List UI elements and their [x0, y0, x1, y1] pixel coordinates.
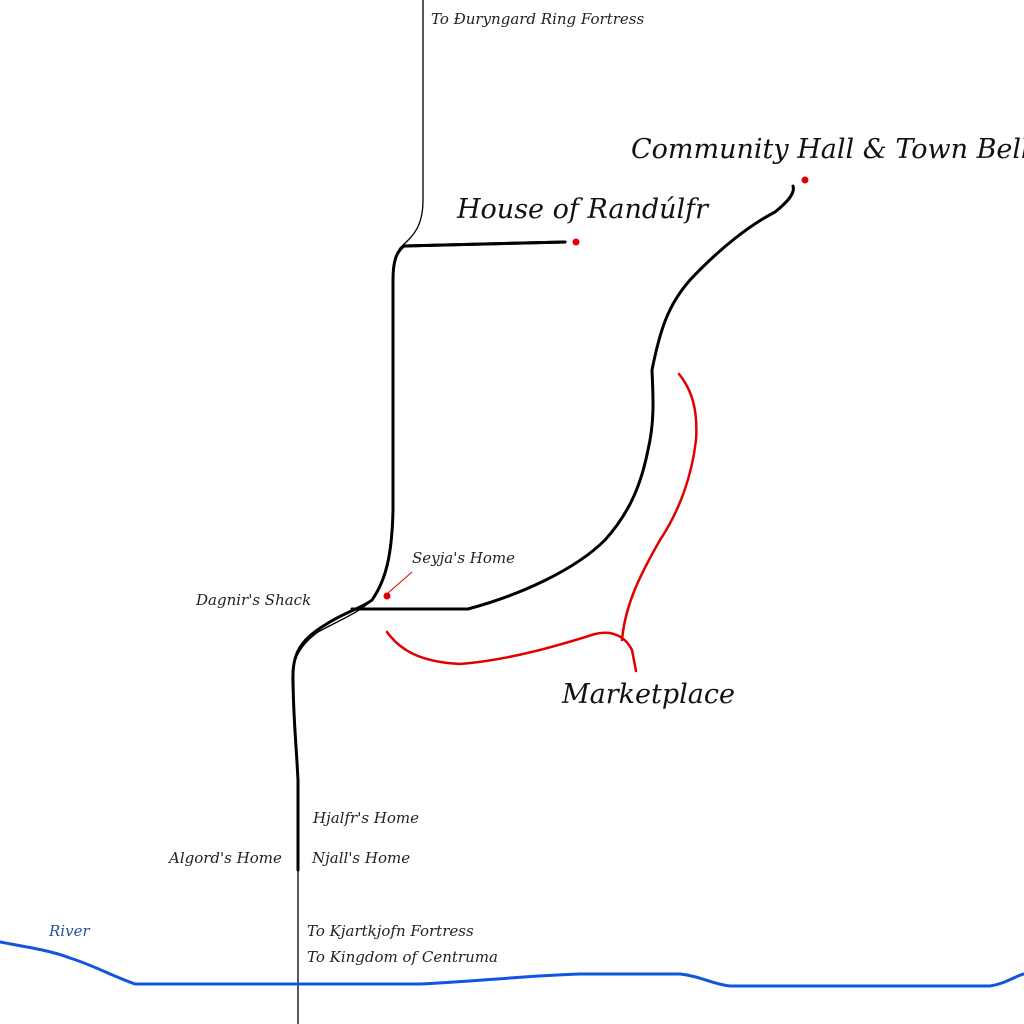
community-hall-marker	[801, 176, 809, 184]
seyja-home-marker	[383, 592, 391, 600]
label-dagnir-shack: Dagnir's Shack	[196, 591, 312, 609]
label-house-randulfr: House of Randúlfr	[457, 194, 709, 225]
label-to-duryngard: To Ðuryngard Ring Fortress	[431, 10, 645, 28]
north-south-road	[291, 0, 424, 1024]
label-river: River	[49, 922, 90, 940]
label-to-centruma: To Kingdom of Centruma	[307, 948, 498, 966]
marketplace-boundary-east	[620, 372, 698, 642]
label-community-hall: Community Hall & Town Bell	[631, 134, 1024, 165]
path-to-community-hall	[466, 184, 795, 611]
label-algord-home: Algord's Home	[169, 849, 282, 867]
house-randulfr-marker	[572, 238, 580, 246]
seyja-leader-line	[387, 571, 413, 594]
label-seyja-home: Seyja's Home	[412, 549, 516, 567]
label-marketplace: Marketplace	[562, 679, 735, 710]
label-hjalfr-home: Hjalfr's Home	[313, 809, 419, 827]
label-to-kjartkjofn: To Kjartkjofn Fortress	[307, 922, 474, 940]
label-njall-home: Njall's Home	[312, 849, 411, 867]
river-line	[0, 940, 1024, 988]
marketplace-boundary	[385, 630, 638, 673]
path-main-village	[291, 240, 567, 872]
